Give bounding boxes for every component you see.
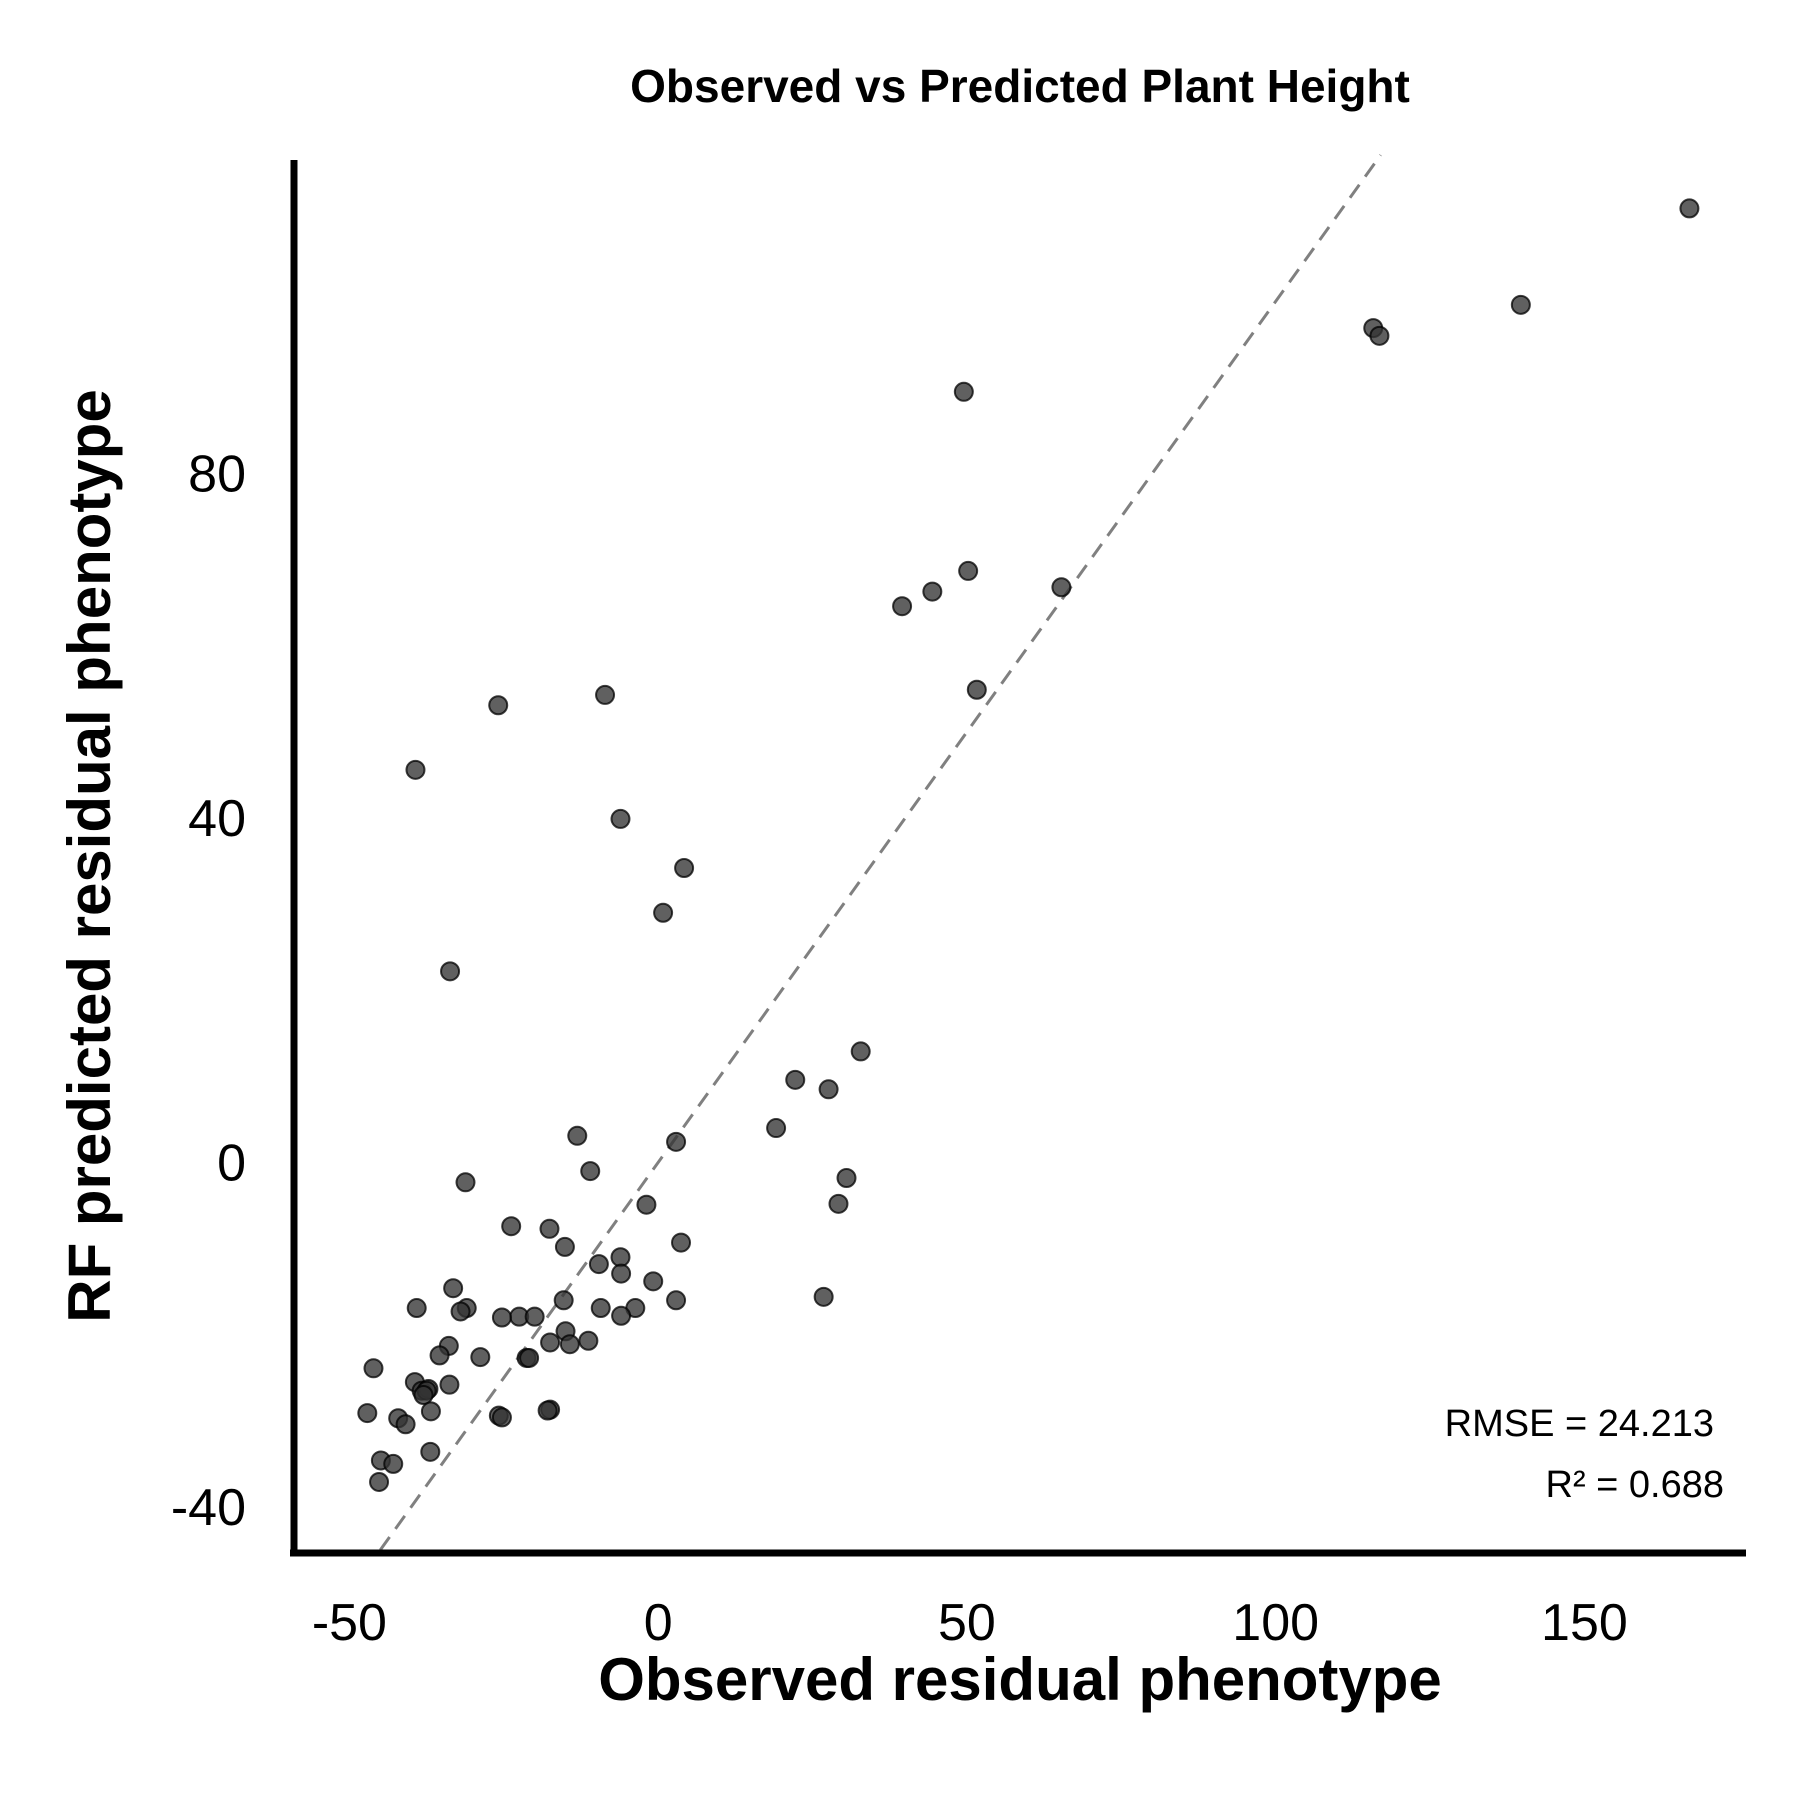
rmse-annotation: RMSE = 24.213 [1445,1403,1714,1445]
data-point [653,902,674,923]
data-point [537,1400,558,1421]
data-point [357,1403,378,1424]
data-point [420,1401,441,1422]
data-point [553,1290,574,1311]
data-point [1369,325,1390,346]
x-tick-label: 50 [938,1594,996,1652]
data-point [1051,577,1072,598]
data-point [813,1286,834,1307]
x-axis-label: Observed residual phenotype [598,1646,1442,1713]
data-point [540,1332,561,1353]
y-tick-label: -40 [171,1479,246,1537]
data-point [610,1247,631,1268]
data-point [429,1345,450,1366]
data-point [491,1307,512,1328]
data-point [785,1069,806,1090]
data-point [524,1306,545,1327]
data-point [611,1263,632,1284]
data-point [1679,198,1700,219]
data-point [611,1305,632,1326]
reference-line [379,154,1382,1551]
points-layer [357,198,1700,1492]
data-point [406,1298,427,1319]
data-point [666,1290,687,1311]
data-point [491,1407,512,1428]
x-tick-label: -50 [312,1594,387,1652]
y-tick-labels: -40 0 40 80 [171,446,246,1537]
data-point [470,1347,491,1368]
data-point [643,1271,664,1292]
data-point [580,1161,601,1182]
data-point [595,684,616,705]
data-point [671,1232,692,1253]
data-point [539,1218,560,1239]
x-tick-label: 100 [1232,1594,1319,1652]
data-point [369,1471,390,1492]
data-point [953,381,974,402]
x-tick-label: 150 [1541,1594,1628,1652]
r2-annotation: R² = 0.688 [1546,1464,1725,1506]
data-point [383,1453,404,1474]
y-tick-label: 0 [217,1135,246,1193]
data-point [519,1347,540,1368]
data-point [395,1414,416,1435]
data-point [636,1194,657,1215]
data-point [892,596,913,617]
data-point [590,1298,611,1319]
reference-line-layer [379,154,1382,1551]
data-point [443,1278,464,1299]
data-point [922,581,943,602]
data-point [588,1254,609,1275]
data-point [413,1385,434,1405]
data-point [578,1330,599,1351]
data-point [850,1041,871,1062]
y-axis-label: RF predicted residual phenotype [56,389,123,1323]
data-point [567,1125,588,1146]
data-point [766,1118,787,1139]
data-point [440,961,461,982]
data-point [1510,294,1531,315]
data-point [439,1374,460,1395]
data-point [363,1358,384,1379]
data-point [958,560,979,581]
data-point [966,679,987,700]
y-tick-label: 40 [188,790,246,848]
x-tick-labels: -50 0 50 100 150 [312,1594,1628,1652]
data-point [836,1168,857,1188]
data-point [666,1131,687,1152]
data-point [610,808,631,829]
chart-title: Observed vs Predicted Plant Height [630,60,1410,112]
data-point [455,1172,476,1193]
data-point [405,759,426,780]
data-point [488,695,509,716]
data-point [674,858,695,878]
data-point [420,1441,441,1462]
data-point [554,1236,575,1257]
data-point [818,1079,839,1100]
data-point [450,1301,471,1322]
y-tick-label: 80 [188,446,246,504]
data-point [559,1334,580,1355]
data-point [828,1193,849,1214]
x-tick-label: 0 [644,1594,673,1652]
data-point [501,1216,522,1237]
